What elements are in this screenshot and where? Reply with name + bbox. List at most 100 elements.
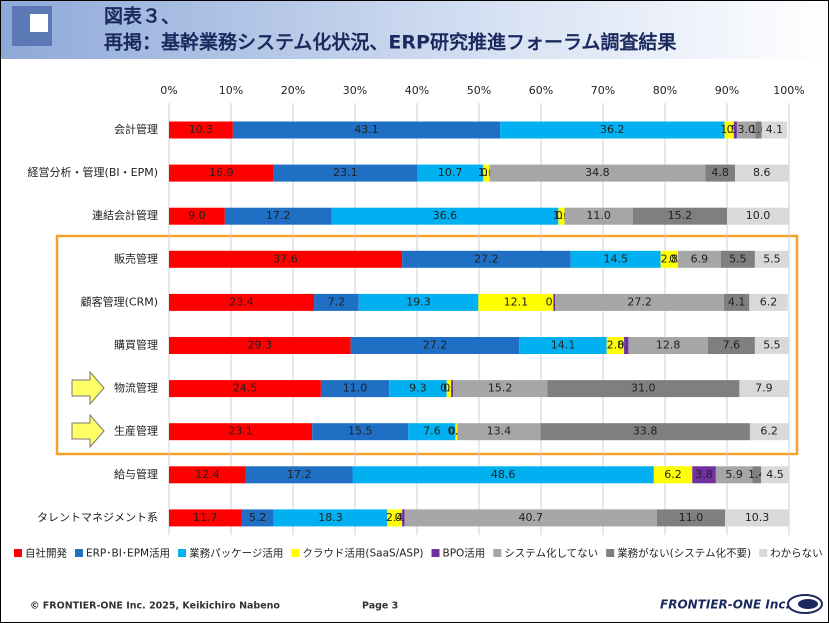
legend-swatch (75, 549, 83, 557)
value-label: 4.5 (766, 468, 784, 481)
bar-segment (500, 121, 725, 139)
value-label: 6.2 (760, 295, 778, 308)
bar-segment (564, 207, 633, 225)
value-label: 27.2 (627, 295, 652, 308)
value-label: 11.0 (586, 209, 611, 222)
category-label: 給与管理 (114, 467, 158, 481)
legend-label: クラウド活用(SaaS/ASP) (302, 548, 423, 560)
legend-swatch (606, 549, 615, 557)
value-label: 10.7 (438, 166, 463, 179)
highlight-box (55, 234, 799, 456)
bar-segment (761, 121, 788, 139)
bar-segment (715, 466, 753, 484)
bar-segment (387, 509, 403, 527)
value-label: 11.0 (679, 511, 704, 524)
bar-segment (754, 250, 789, 268)
value-label: 12.4 (195, 468, 220, 481)
title-line-2: 再掲：基幹業務システム化状況、ERP研究推進フォーラム調査結果 (104, 31, 676, 54)
bar-segment (224, 207, 332, 225)
bar-segment (707, 337, 755, 354)
value-label: 1.5 (720, 123, 738, 136)
category-label: 経営分析・管理(BI・EPM) (28, 165, 158, 179)
value-label: 10.0 (746, 209, 771, 222)
value-label: 3.0 (737, 123, 755, 136)
category-label: 購買管理 (114, 338, 158, 352)
value-label: 2.4 (386, 511, 404, 524)
legend-swatch (291, 549, 300, 557)
value-label: 3.8 (695, 468, 713, 481)
value-label: 27.2 (474, 252, 499, 265)
bar-segment (653, 466, 693, 484)
value-label: 10.3 (745, 511, 770, 524)
category-label: 会計管理 (114, 122, 158, 136)
x-tick-label: 10% (219, 84, 243, 97)
bar-segment (169, 293, 315, 311)
bar-segment (483, 164, 490, 182)
value-label: 6.2 (760, 425, 778, 438)
bar-segment (446, 380, 452, 398)
bar-segment (720, 250, 755, 268)
bar-segment (723, 293, 750, 311)
bar-segment (273, 164, 417, 182)
legend-swatch (14, 549, 22, 557)
value-label: 2.8 (607, 339, 625, 352)
legend-swatch (759, 549, 768, 557)
value-label: 6.9 (691, 252, 709, 265)
x-tick-label: 70% (591, 84, 615, 97)
value-label: 5.2 (249, 511, 267, 524)
bar-segment (735, 164, 789, 182)
x-tick-label: 50% (467, 84, 491, 97)
value-label: 36.6 (433, 209, 458, 222)
bar-segment (169, 121, 233, 139)
bar-segment (692, 466, 716, 484)
bar-segment (169, 380, 321, 398)
value-label: 43.1 (354, 123, 379, 136)
value-label: 11.7 (193, 511, 218, 524)
title-line-1: 図表３、 (104, 5, 180, 28)
header-band (1, 1, 828, 59)
bar-segment (402, 509, 405, 527)
value-label: 7.6 (723, 339, 741, 352)
x-tick-label: 0% (160, 84, 177, 97)
bar-segment (312, 423, 409, 441)
value-label: 13.4 (487, 425, 512, 438)
category-label: 連結会計管理 (92, 208, 158, 222)
x-tick-label: 80% (653, 84, 677, 97)
footer-page: Page 3 (362, 601, 398, 612)
arrow-icon (71, 370, 105, 406)
value-label: 4.1 (766, 123, 784, 136)
category-label: タレントマネジメント系 (37, 511, 158, 524)
value-label: 7.2 (328, 295, 346, 308)
bar-segment (660, 250, 679, 268)
category-label: 物流管理 (114, 381, 158, 395)
footer-copyright: © FRONTIER-ONE Inc. 2025, Keikichiro Nab… (30, 601, 280, 612)
value-label: 37.6 (273, 252, 298, 265)
value-label: 15.2 (488, 382, 513, 395)
category-label: 顧客管理(CRM) (81, 294, 158, 308)
bar-segment (632, 207, 727, 225)
value-label: 4.1 (728, 295, 746, 308)
bar-segment (755, 121, 762, 139)
value-label: 19.3 (406, 295, 431, 308)
bar-segment (417, 164, 484, 182)
bar-segment (452, 380, 548, 398)
plot: 0% 10% 20% 30% 40% 50% 60% 70% 80% 90% 100% 会計管理 10.… (28, 84, 805, 535)
value-label: 5.5 (763, 252, 781, 265)
bar-segment (457, 423, 541, 441)
value-label: 18.3 (318, 511, 343, 524)
bar-segment (749, 293, 788, 311)
legend-label: ERP･BI･EPM活用 (86, 548, 170, 560)
bar-segment (739, 380, 789, 398)
bar-segment (404, 509, 657, 527)
value-label: 5.5 (729, 252, 747, 265)
value-label: 33.8 (633, 425, 658, 438)
arrow-icon (71, 413, 105, 449)
legend-label: わからない (770, 548, 823, 560)
bar-segment (245, 466, 353, 484)
bar-segment (169, 509, 242, 527)
value-label: 23.4 (229, 295, 254, 308)
bar-segment (169, 207, 225, 225)
bar-segment (628, 337, 708, 354)
legend-swatch (178, 549, 187, 557)
value-label: 7.9 (755, 382, 773, 395)
